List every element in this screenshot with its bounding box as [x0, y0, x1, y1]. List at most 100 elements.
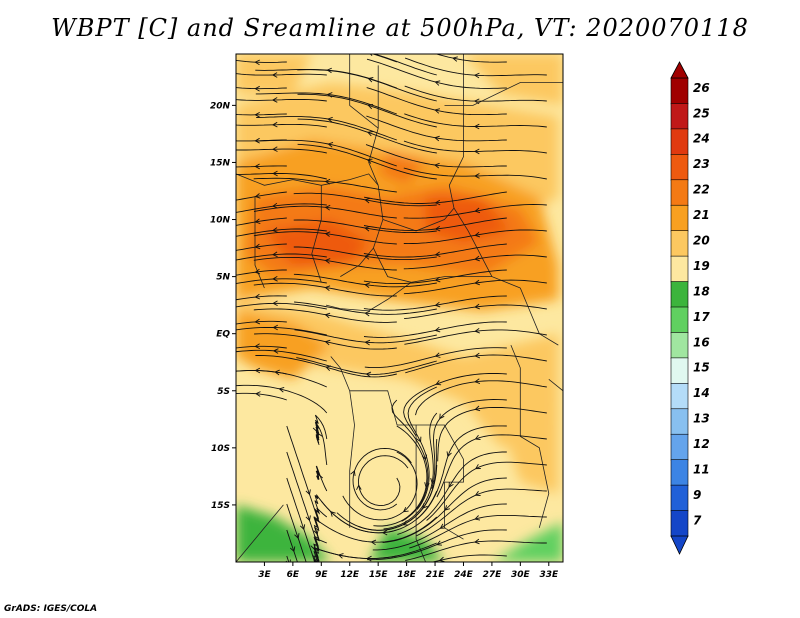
lon-tick-label: 12E [340, 570, 360, 580]
boundary-line [311, 185, 322, 283]
streamline-arrow [272, 146, 278, 152]
streamline-arrow [254, 85, 260, 92]
streamline-arrow [272, 170, 278, 177]
colorbar-swatch [670, 179, 689, 207]
streamline-arrow [474, 328, 480, 334]
streamline [236, 123, 327, 128]
wbpt-shade-lightgreen [491, 522, 563, 562]
streamline-arrow [327, 141, 334, 148]
streamline [236, 302, 327, 310]
colorbar-swatch [670, 77, 689, 105]
colorbar-swatch [670, 281, 689, 308]
lon-tick-label: 6E [287, 570, 300, 580]
streamline-arrow [255, 391, 261, 397]
streamline-arrow [272, 324, 279, 331]
streamline-arrow [474, 434, 481, 440]
streamline [236, 203, 327, 213]
streamline-arrow [364, 225, 371, 232]
colorbar-label: 22 [693, 183, 710, 197]
colorbar-swatch [670, 255, 689, 283]
streamline-arrow [434, 326, 441, 333]
latitude-axis: 20N 15N 10N 5N EQ 5S 10S 15S [210, 101, 236, 511]
streamline [236, 228, 327, 237]
streamline-arrow [254, 59, 260, 66]
colorbar-swatch [670, 332, 689, 359]
streamline-arrow [271, 72, 278, 78]
colorbar-label: 20 [693, 233, 710, 247]
colorbar-label: 21 [693, 208, 710, 222]
colorbar-label: 25 [693, 106, 710, 120]
colorbar-label: 14 [693, 386, 710, 400]
streamline-arrow [364, 254, 370, 260]
streamline-arrow [434, 251, 441, 258]
streamline-arrow [350, 470, 356, 476]
colorbar-bottom-arrow [670, 535, 689, 555]
streamline-arrow [434, 225, 441, 232]
streamline-arrow [473, 98, 480, 105]
streamline-arrow [254, 268, 261, 275]
lat-tick-label: 15N [210, 158, 231, 168]
streamline-arrow [474, 464, 481, 470]
streamline-arrow [474, 405, 481, 412]
streamline-arrow [364, 197, 371, 204]
colorbar-label: 24 [693, 132, 710, 146]
wbpt-shade-mid [463, 54, 563, 106]
streamline-arrow [364, 282, 370, 288]
colorbar-label: 26 [693, 81, 710, 95]
streamline-arrow [313, 529, 319, 535]
streamline-arrow [274, 369, 280, 376]
streamline [236, 326, 327, 336]
colorbar-swatch [670, 154, 689, 181]
streamline-arrow [327, 116, 333, 123]
streamline-arrow [434, 108, 441, 114]
colorbar-label: 13 [693, 412, 710, 426]
wbpt-shade-higher [378, 151, 426, 186]
streamline-arrow [367, 103, 374, 110]
streamline-arrow [473, 538, 480, 545]
streamline-arrow [337, 553, 344, 559]
streamline-arrow [271, 97, 278, 103]
streamline-arrow [324, 285, 331, 291]
streamline-arrow [473, 148, 480, 155]
boundary-line [325, 281, 412, 312]
streamline-arrow [272, 276, 278, 282]
lat-tick-label: 15S [211, 501, 230, 511]
wbpt-shade-top [425, 196, 511, 243]
colorbar-top-arrow [670, 61, 689, 79]
streamline-arrow [434, 352, 441, 358]
streamline-arrow [474, 515, 481, 521]
boundary-line [510, 344, 550, 528]
streamline-arrow [474, 490, 481, 496]
colorbar-swatch [670, 484, 689, 512]
colorbar-swatch [670, 103, 689, 130]
streamline-arrow [416, 436, 422, 443]
streamline-arrow [474, 352, 481, 359]
wbpt-shade-mid [236, 299, 559, 448]
streamline [236, 173, 327, 180]
colorbar-swatch [670, 128, 689, 156]
colorbar-label: 23 [693, 157, 710, 171]
streamline-arrow [278, 386, 285, 393]
streamline-arrow [364, 310, 370, 317]
boundary-line [444, 82, 563, 106]
boundary-line [382, 207, 455, 232]
streamline-arrow [317, 473, 323, 480]
streamline-arrow [254, 193, 261, 199]
streamline-arrow [452, 56, 458, 62]
streamline-arrow [439, 523, 446, 529]
boundary-line [349, 54, 379, 129]
streamline-arrow [324, 204, 331, 211]
streamline-arrow [436, 540, 442, 546]
streamline-arrow [369, 54, 373, 57]
colorbar-swatch [670, 433, 689, 461]
streamline-arrow [285, 559, 291, 562]
colorbar-label: 12 [693, 437, 710, 451]
lat-tick-label: 10S [211, 444, 230, 454]
map-frame [235, 53, 564, 563]
streamline-arrow [254, 163, 260, 170]
streamline-arrow [271, 121, 278, 128]
lon-tick-label: 33E [539, 570, 559, 580]
streamline-arrow [434, 301, 441, 308]
boundary-line [330, 356, 355, 528]
